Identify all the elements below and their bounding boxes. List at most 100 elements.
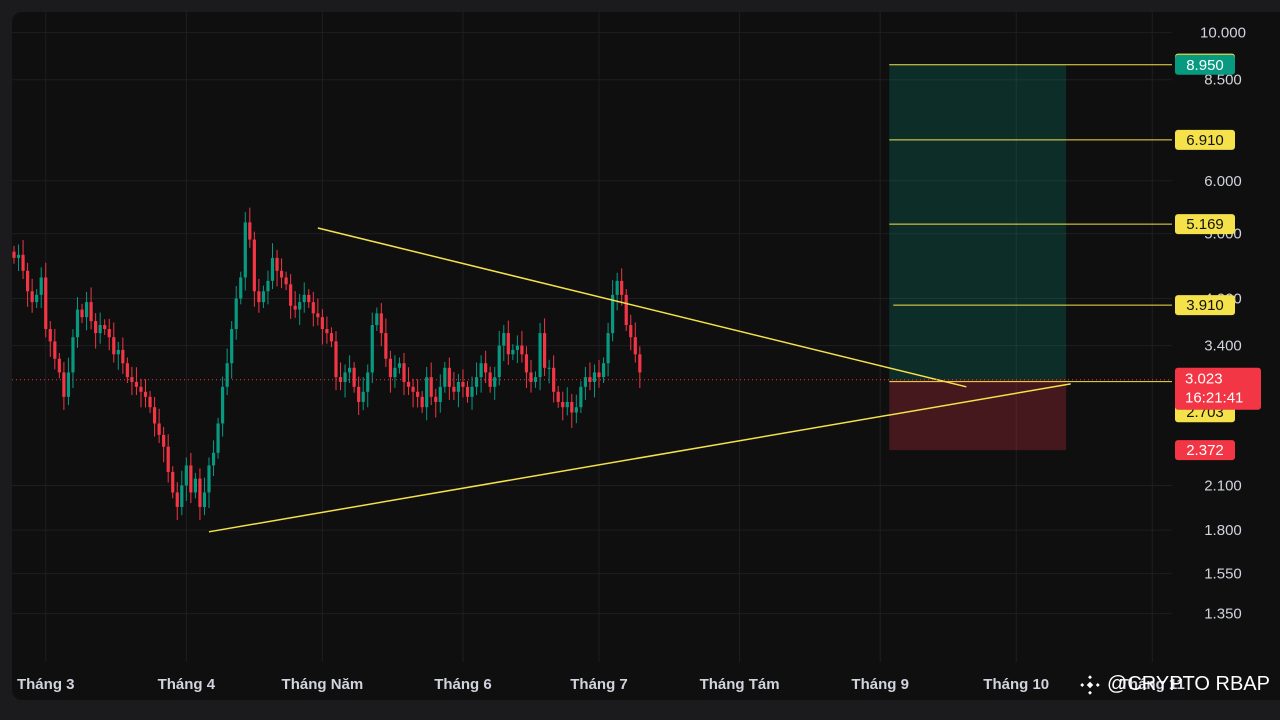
candle	[230, 321, 234, 379]
price-tag-box	[1175, 54, 1235, 75]
x-tick-label: Tháng 7	[570, 676, 628, 693]
candle	[484, 350, 488, 384]
candle-body	[561, 401, 565, 408]
watermark: @CRYPTO RBAP	[1079, 673, 1270, 696]
candle-body	[325, 329, 329, 334]
candle-body	[84, 302, 89, 318]
candle	[248, 207, 252, 248]
candle	[366, 364, 370, 408]
price-tag: 3.910	[1175, 295, 1235, 316]
candle-body	[579, 386, 583, 408]
candle-body	[352, 367, 356, 387]
price-tag-box	[1175, 129, 1235, 150]
candle-body	[257, 291, 261, 303]
candle	[298, 294, 302, 326]
binance-logo-icon	[1080, 674, 1100, 695]
candle	[552, 355, 556, 403]
candle	[601, 357, 606, 384]
loss-zone	[889, 379, 1067, 451]
candle-body	[375, 313, 379, 326]
candle	[289, 274, 293, 319]
candle-body	[620, 280, 624, 295]
candle	[397, 357, 402, 374]
candle	[98, 312, 102, 344]
candle	[565, 387, 569, 416]
y-tick-label: 8.500	[1204, 72, 1242, 89]
candle	[579, 381, 583, 414]
candle-body	[347, 367, 352, 373]
candle-body	[175, 492, 179, 507]
candle-body	[329, 333, 334, 342]
price-tag-label: 2.372	[1186, 442, 1224, 459]
candle	[125, 357, 129, 384]
candle-body	[279, 270, 284, 278]
candle	[474, 362, 479, 396]
candle	[257, 278, 261, 313]
candle-body	[520, 345, 524, 355]
candle-body	[334, 341, 338, 378]
candle-body	[438, 386, 442, 402]
candle	[429, 362, 433, 406]
candle	[597, 359, 601, 388]
candle-body	[189, 465, 193, 493]
candle-body	[488, 372, 492, 387]
candle-body	[162, 434, 166, 447]
candle-body	[379, 313, 383, 334]
candle-body	[343, 372, 347, 382]
y-tick-label: 1.550	[1204, 566, 1242, 583]
candle-body	[420, 396, 424, 408]
candle-body	[35, 294, 39, 303]
candle	[225, 348, 229, 396]
candle-body	[243, 222, 247, 278]
chart-panel[interactable]: 10.0008.5006.0005.0004.0003.4002.1001.80…	[12, 12, 1280, 700]
countdown-label: 16:21:41	[1185, 390, 1243, 407]
candle-body	[470, 386, 474, 397]
candle-body	[538, 333, 542, 378]
candle-body	[556, 391, 560, 402]
candle	[434, 388, 438, 418]
candle	[488, 366, 492, 393]
price-tag-box	[1175, 214, 1235, 235]
time-axis[interactable]: Tháng 3 Tháng 4 Tháng Năm Tháng 6 Tháng 7 Thá…	[17, 676, 1185, 693]
candle	[574, 394, 578, 424]
candle-body	[252, 239, 256, 292]
candle	[338, 362, 343, 391]
candle-body	[434, 396, 438, 402]
candle	[302, 282, 306, 313]
profit-zone	[889, 64, 1067, 380]
candlestick-chart[interactable]: 10.0008.5006.0005.0004.0003.4002.1001.80…	[12, 12, 1280, 700]
candle-body	[125, 363, 129, 378]
candle-body	[311, 302, 315, 314]
candle	[425, 366, 429, 421]
candle	[184, 457, 188, 501]
candle	[520, 330, 524, 363]
candle-body	[53, 341, 57, 359]
candle-body	[211, 452, 216, 466]
candle	[26, 262, 30, 307]
candle	[375, 307, 379, 331]
candle-body	[443, 367, 447, 387]
candle	[461, 369, 465, 398]
price-axis[interactable]: 10.0008.5006.0005.0004.0003.4002.1001.80…	[1200, 25, 1246, 623]
candle-body	[361, 391, 365, 402]
candle-body	[216, 423, 220, 453]
candle-body	[542, 333, 547, 368]
candle	[479, 355, 483, 393]
candle	[357, 376, 361, 416]
candle-body	[234, 298, 238, 330]
candle-body	[94, 321, 98, 334]
candle	[84, 291, 89, 331]
candle-body	[366, 372, 370, 392]
candle	[406, 367, 411, 396]
candle	[633, 322, 637, 363]
candle-body	[624, 294, 628, 326]
candle	[80, 303, 84, 324]
candle-body	[130, 377, 134, 382]
candle	[94, 313, 98, 349]
y-tick-label: 2.100	[1204, 477, 1242, 494]
candle	[275, 249, 279, 287]
candle-body	[148, 396, 152, 408]
candle-body	[307, 294, 311, 303]
candle	[538, 322, 542, 391]
candle	[112, 322, 116, 363]
